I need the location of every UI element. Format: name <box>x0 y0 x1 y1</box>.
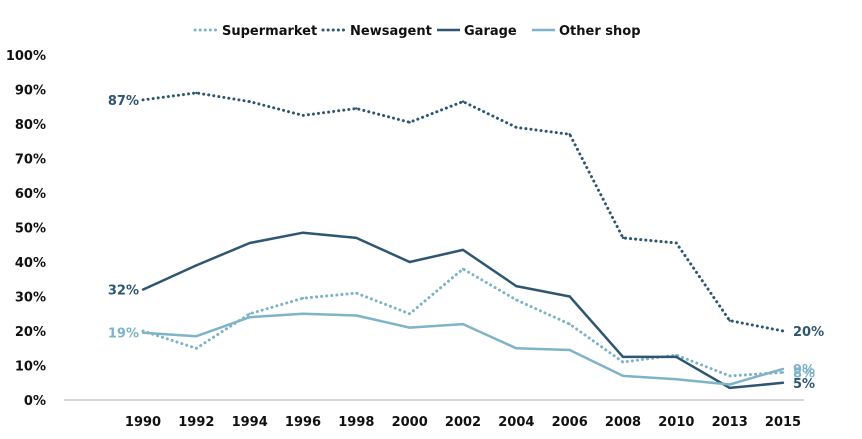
data-label-other-shop-2015: 9% <box>793 363 815 378</box>
chart-series <box>141 91 785 390</box>
data-point-garage-2004 <box>515 284 518 288</box>
data-point-other-shop-2000 <box>408 326 411 329</box>
data-point-other-shop-2004 <box>515 347 518 350</box>
data-point-supermarket-2006 <box>568 322 571 326</box>
legend-label-newsagent: Newsagent <box>350 24 432 39</box>
series-line-newsagent <box>141 91 785 333</box>
x-tick-label-1990: 1990 <box>125 415 161 430</box>
data-point-other-shop-2015 <box>781 367 785 371</box>
legend-label-other-shop: Other shop <box>559 24 641 39</box>
y-tick-label-60: 60% <box>15 187 46 202</box>
x-tick-label-2010: 2010 <box>658 415 694 430</box>
data-point-garage-2013 <box>728 386 731 390</box>
data-point-other-shop-2008 <box>621 374 625 378</box>
x-tick-label-1992: 1992 <box>178 415 214 430</box>
data-point-other-shop-2002 <box>461 322 465 326</box>
data-point-newsagent-1998 <box>355 107 358 110</box>
data-label-garage-2015: 5% <box>793 377 815 392</box>
data-point-garage-2002 <box>461 248 465 252</box>
x-tick-label-2004: 2004 <box>498 415 534 430</box>
y-tick-label-10: 10% <box>15 360 46 375</box>
data-label-newsagent-2015: 20% <box>793 325 824 340</box>
data-point-garage-1992 <box>195 264 198 267</box>
x-axis: 1990 1992 1994 1996 1998 2000 2002 2004 2006 2008… <box>125 415 801 430</box>
data-point-supermarket-2008 <box>621 360 625 364</box>
data-point-newsagent-1992 <box>195 91 198 95</box>
data-point-newsagent-2006 <box>568 133 571 136</box>
data-point-newsagent-1990 <box>141 98 145 102</box>
y-tick-label-20: 20% <box>15 325 46 340</box>
data-point-garage-1996 <box>301 231 305 234</box>
data-label-other-shop-1990: 19% <box>108 327 139 342</box>
legend-label-garage: Garage <box>464 24 517 39</box>
data-point-supermarket-1996 <box>301 297 305 300</box>
data-point-other-shop-1994 <box>248 316 251 319</box>
y-tick-label-100: 100% <box>6 49 46 64</box>
x-tick-label-2006: 2006 <box>552 415 588 430</box>
data-label-newsagent-1990: 87% <box>108 94 139 109</box>
x-tick-label-2008: 2008 <box>605 415 641 430</box>
data-point-newsagent-2008 <box>621 236 625 240</box>
data-point-garage-1994 <box>248 241 251 245</box>
data-label-garage-1990: 32% <box>108 284 139 299</box>
data-point-garage-2010 <box>675 355 678 359</box>
x-tick-label-2015: 2015 <box>765 415 801 430</box>
y-tick-label-90: 90% <box>15 84 46 99</box>
y-tick-label-50: 50% <box>15 222 46 237</box>
y-tick-label-70: 70% <box>15 153 46 168</box>
data-point-other-shop-2010 <box>675 378 678 381</box>
data-point-other-shop-1992 <box>195 334 198 338</box>
legend-label-supermarket: Supermarket <box>222 24 317 39</box>
data-point-supermarket-1992 <box>195 347 198 350</box>
data-point-newsagent-2002 <box>461 100 465 103</box>
data-point-newsagent-2015 <box>781 329 785 333</box>
data-label-supermarket-2015: 8% <box>793 366 815 381</box>
data-point-supermarket-2002 <box>461 267 465 271</box>
y-tick-label-0: 0% <box>24 394 46 409</box>
data-point-supermarket-1998 <box>355 291 358 295</box>
data-point-newsagent-2010 <box>675 241 678 245</box>
data-point-supermarket-2004 <box>515 298 518 302</box>
data-point-other-shop-2013 <box>728 383 731 386</box>
x-tick-label-1996: 1996 <box>285 415 321 430</box>
data-point-other-shop-1996 <box>301 312 305 315</box>
data-point-other-shop-2006 <box>568 348 571 352</box>
data-point-garage-2000 <box>408 260 411 264</box>
data-labels: 8% 87% 20% 32% 5% 19% 9% <box>108 94 824 392</box>
x-tick-label-1998: 1998 <box>338 415 374 430</box>
data-point-other-shop-1998 <box>355 314 358 317</box>
series-line-garage <box>142 231 784 390</box>
data-point-garage-2015 <box>781 381 785 384</box>
x-tick-label-1994: 1994 <box>232 415 268 430</box>
data-point-supermarket-2000 <box>408 312 411 315</box>
data-point-newsagent-1996 <box>301 114 305 117</box>
y-tick-label-80: 80% <box>15 118 46 133</box>
data-point-newsagent-2013 <box>728 319 731 322</box>
y-axis: 0% 10% 20% 30% 40% 50% 60% 70% 80% 90% 100% <box>6 49 46 409</box>
y-tick-label-40: 40% <box>15 256 46 271</box>
data-point-garage-1998 <box>355 236 358 240</box>
x-tick-label-2002: 2002 <box>445 415 481 430</box>
series-line-supermarket <box>141 267 785 378</box>
data-point-garage-2008 <box>621 355 625 359</box>
data-point-newsagent-1994 <box>248 100 251 103</box>
chart-legend: Supermarket Newsagent Garage Other shop <box>193 24 641 39</box>
data-point-supermarket-1994 <box>248 312 251 315</box>
data-point-supermarket-2013 <box>728 374 731 378</box>
x-tick-label-2013: 2013 <box>712 415 748 430</box>
y-tick-label-30: 30% <box>15 291 46 306</box>
data-point-supermarket-2015 <box>781 371 785 374</box>
data-point-garage-1990 <box>141 288 145 291</box>
x-tick-label-2000: 2000 <box>392 415 428 430</box>
data-point-newsagent-2004 <box>515 126 518 129</box>
data-point-other-shop-1990 <box>141 331 145 334</box>
data-point-garage-2006 <box>568 295 571 298</box>
data-point-newsagent-2000 <box>408 121 411 124</box>
